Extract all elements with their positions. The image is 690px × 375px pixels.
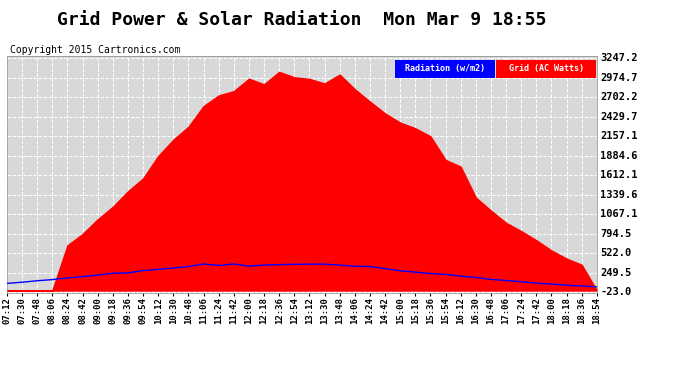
Text: Grid (AC Watts): Grid (AC Watts) <box>509 64 584 74</box>
Text: Grid Power & Solar Radiation  Mon Mar 9 18:55: Grid Power & Solar Radiation Mon Mar 9 1… <box>57 11 546 29</box>
Text: 1612.1: 1612.1 <box>600 170 638 180</box>
Text: 2702.2: 2702.2 <box>600 92 638 102</box>
Text: 2157.1: 2157.1 <box>600 131 638 141</box>
Text: 522.0: 522.0 <box>600 248 631 258</box>
Text: 794.5: 794.5 <box>600 229 631 239</box>
Text: Radiation (w/m2): Radiation (w/m2) <box>405 64 484 74</box>
Text: Copyright 2015 Cartronics.com: Copyright 2015 Cartronics.com <box>10 45 181 55</box>
Text: -23.0: -23.0 <box>600 287 631 297</box>
Text: 2429.7: 2429.7 <box>600 112 638 122</box>
Text: 3247.2: 3247.2 <box>600 53 638 63</box>
Text: 1884.6: 1884.6 <box>600 151 638 161</box>
Text: 1339.6: 1339.6 <box>600 190 638 200</box>
Text: 1067.1: 1067.1 <box>600 209 638 219</box>
Text: 2974.7: 2974.7 <box>600 73 638 83</box>
Text: 249.5: 249.5 <box>600 268 631 278</box>
